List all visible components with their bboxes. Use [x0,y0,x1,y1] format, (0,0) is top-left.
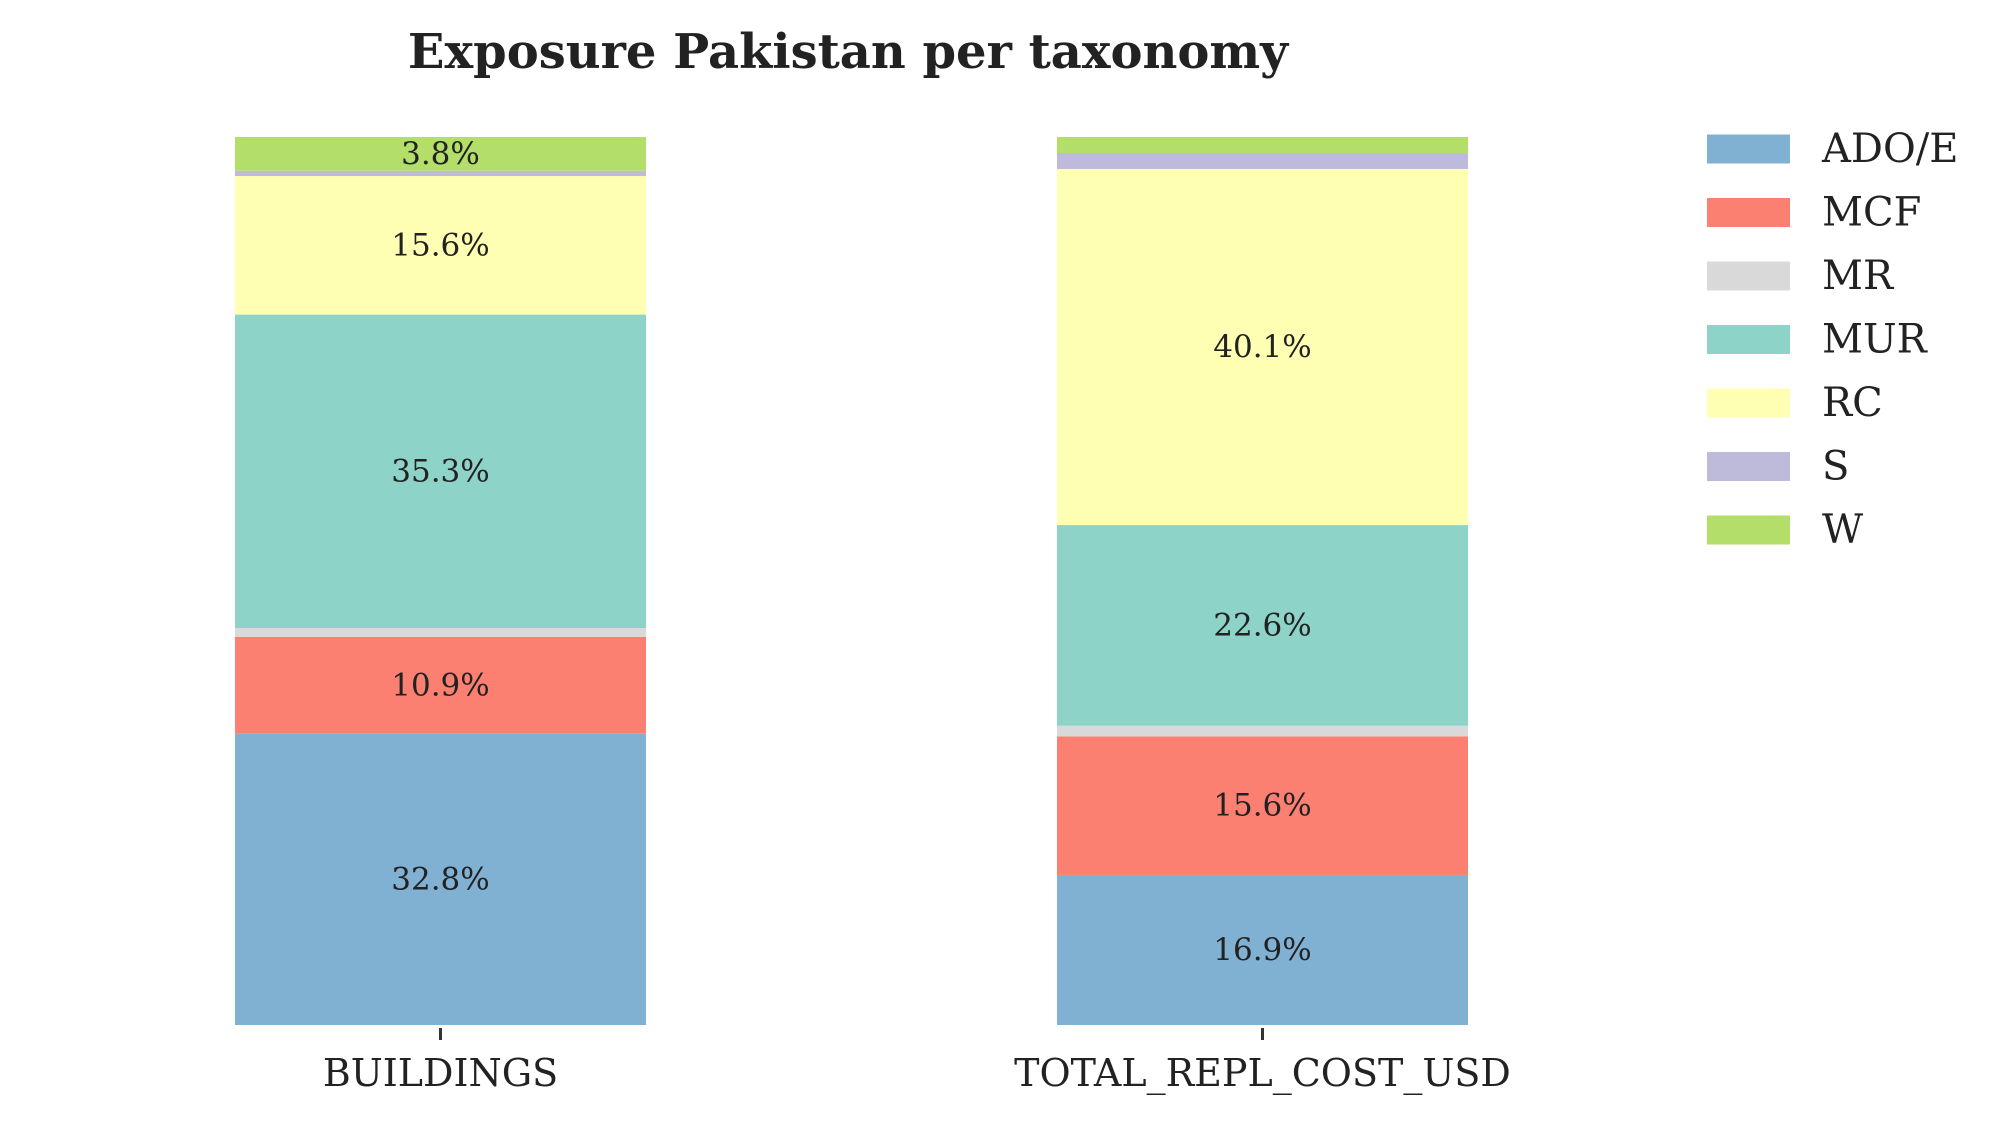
bar-segment-total-repl-cost-usd-s [1057,152,1468,169]
x-axis: BUILDINGS TOTAL_REPL_COST_USD [323,1028,1511,1096]
legend-swatch-mr [1707,261,1790,291]
legend-swatch-rc [1707,388,1790,418]
bar-segment-total-repl-cost-usd-ado-e [1057,874,1468,1025]
data-label-buildings-ado-e: 32.8% [391,861,489,897]
legend-label-mur: MUR [1822,317,1929,363]
x-tick-label-buildings: BUILDINGS [323,1051,558,1095]
legend-label-mcf: MCF [1822,190,1921,236]
x-tick-label-total-repl-cost-usd: TOTAL_REPL_COST_USD [1014,1051,1511,1096]
bar-segment-buildings-w [235,137,646,171]
legend-label-mr: MR [1822,253,1895,299]
bar-segment-buildings-rc [235,176,646,315]
legend-label-rc: RC [1822,380,1883,426]
legend-swatch-mcf [1707,198,1790,227]
legend-swatch-w [1707,515,1790,545]
bar-segment-buildings-ado-e [235,733,646,1025]
bar-segment-total-repl-cost-usd-w [1057,137,1468,153]
legend-label-s: S [1822,444,1849,490]
legend-swatch-mur [1707,325,1790,354]
legend-label-w: W [1822,507,1863,553]
bar-segment-buildings-mcf [235,636,646,734]
legend: ADO/E MCF MR MUR RC SW [1707,126,1958,553]
bars-layer [235,137,1468,1025]
legend-swatch-ado-e [1707,134,1790,164]
data-labels-layer: 32.8% 10.9% 35.3% 15.6% 3.8% 16.9% 15.6% 22.6% 4… [391,136,1311,968]
data-label-total-repl-cost-usd-mur: 22.6% [1213,607,1311,643]
bar-segment-buildings-mr [235,628,646,637]
bar-segment-buildings-mur [235,314,646,629]
bar-segment-total-repl-cost-usd-mcf [1057,736,1468,875]
data-label-total-repl-cost-usd-mcf: 15.6% [1213,788,1311,824]
bar-segment-total-repl-cost-usd-mur [1057,525,1468,726]
bar-segment-total-repl-cost-usd-rc [1057,168,1468,526]
chart-title: Exposure Pakistan per taxonomy [408,24,1290,80]
data-label-buildings-mur: 35.3% [391,453,489,489]
data-label-total-repl-cost-usd-rc: 40.1% [1213,329,1311,365]
data-label-total-repl-cost-usd-ado-e: 16.9% [1213,932,1311,968]
data-label-buildings-mcf: 10.9% [391,667,489,703]
bar-segment-total-repl-cost-usd-mr [1057,725,1468,737]
legend-swatch-s [1707,452,1790,481]
bar-segment-buildings-s [235,170,646,177]
data-label-buildings-w: 3.8% [401,136,480,172]
data-label-buildings-rc: 15.6% [391,227,489,263]
legend-label-ado-e: ADO/E [1821,126,1958,172]
